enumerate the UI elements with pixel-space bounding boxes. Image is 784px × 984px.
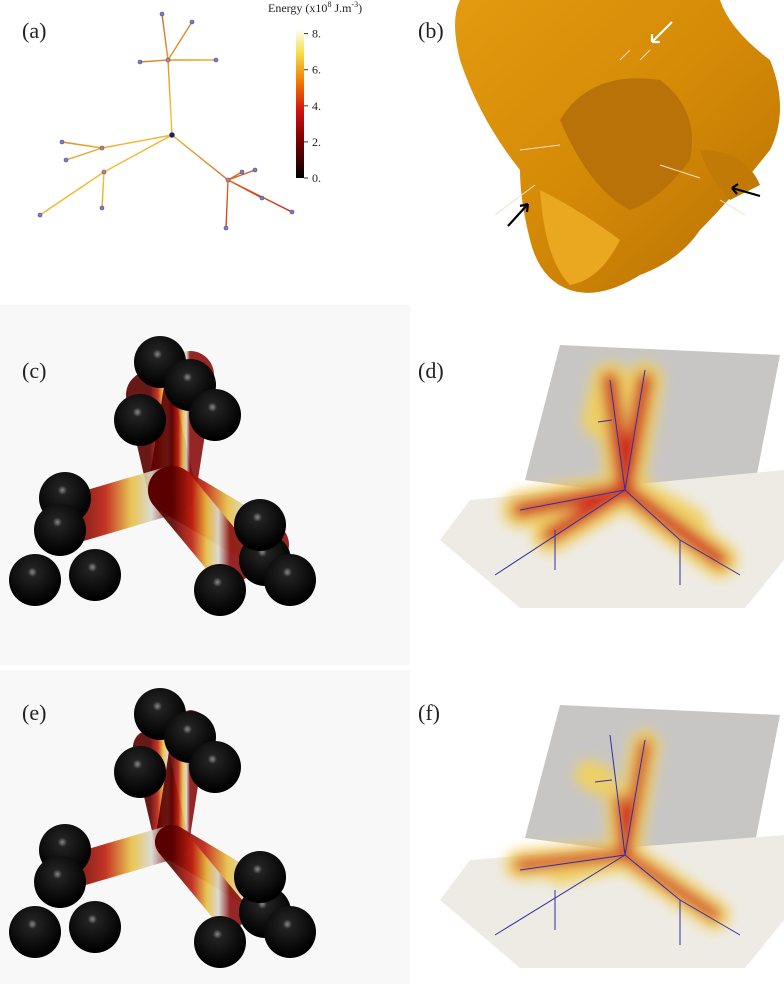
tube bbox=[53, 825, 189, 889]
panel-label: (c) bbox=[22, 358, 46, 383]
sphere bbox=[114, 394, 166, 446]
colorbar-tick-label: 8. bbox=[312, 27, 321, 41]
colorbar-title: Energy (x108 J.m-3) bbox=[268, 0, 362, 15]
sphere bbox=[69, 549, 121, 601]
colorbar-tick-label: 2. bbox=[312, 135, 321, 149]
colorbar-tick-label: 6. bbox=[312, 63, 321, 77]
plane-panels bbox=[440, 345, 784, 968]
sphere bbox=[34, 856, 86, 908]
sphere bbox=[189, 741, 241, 793]
colorbar-tick-label: 0. bbox=[312, 171, 321, 185]
sphere bbox=[234, 499, 286, 551]
colorbar-tick-label: 4. bbox=[312, 99, 321, 113]
panel-labels: (a) (b) (c) (d) (e) (f) bbox=[22, 18, 444, 725]
panel-label: (f) bbox=[418, 700, 440, 725]
panel-label: (e) bbox=[22, 700, 46, 725]
sphere bbox=[194, 564, 246, 616]
colorbar bbox=[296, 30, 304, 178]
colorbar-ticks: 8. 6. 4. 2. 0. bbox=[304, 27, 321, 185]
sphere bbox=[189, 389, 241, 441]
tube bbox=[155, 825, 247, 929]
sphere bbox=[114, 746, 166, 798]
surface-panel bbox=[455, 0, 780, 293]
sphere bbox=[34, 504, 86, 556]
sphere bbox=[264, 554, 316, 606]
tube-panels bbox=[9, 336, 316, 968]
tube bbox=[148, 466, 254, 584]
sphere bbox=[194, 916, 246, 968]
sphere bbox=[9, 906, 61, 958]
panel-label: (d) bbox=[418, 358, 444, 383]
panel-label: (a) bbox=[22, 18, 46, 43]
panel-label: (b) bbox=[418, 18, 444, 43]
tree-panel bbox=[37, 11, 295, 231]
sphere bbox=[9, 554, 61, 606]
sphere bbox=[69, 901, 121, 953]
sphere bbox=[234, 851, 286, 903]
sphere bbox=[264, 906, 316, 958]
